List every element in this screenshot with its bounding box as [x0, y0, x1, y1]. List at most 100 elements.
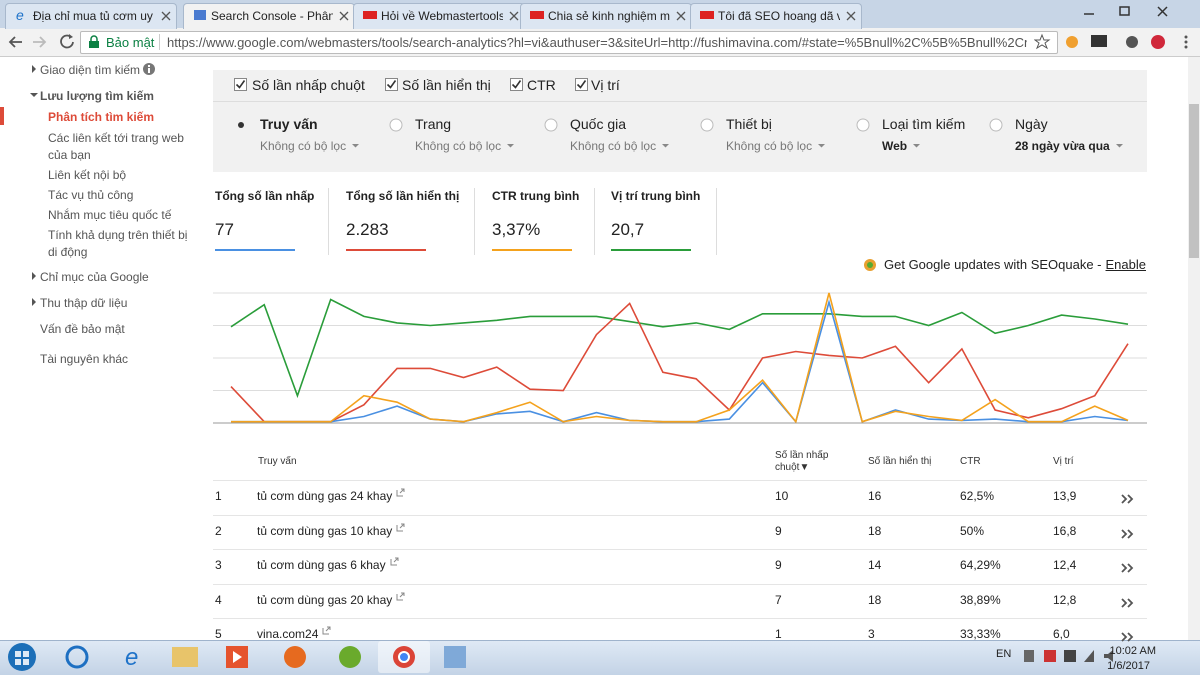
dimension-label[interactable]: Loại tìm kiếm: [882, 116, 966, 132]
tab-title[interactable]: Chia sẻ kinh nghiệm mơ: [548, 9, 670, 23]
row-expand: [1121, 563, 1134, 573]
nav-item[interactable]: Lưu lượng tìm kiếm: [40, 89, 154, 103]
card-value: 77: [215, 220, 234, 239]
taskbar-icons[interactable]: e: [0, 640, 480, 674]
table-header[interactable]: CTR: [960, 456, 981, 467]
extensions[interactable]: [1034, 33, 1200, 51]
dimension-label[interactable]: Truy vấn: [260, 116, 318, 132]
table-cell: 3: [215, 558, 222, 572]
tab-title[interactable]: Địa chỉ mua tủ cơm uy tí: [33, 9, 155, 23]
table-cell: 2: [215, 523, 222, 538]
external-link-icon: [322, 626, 331, 635]
table-cell: 18: [868, 592, 882, 607]
table-cell: 62,5%: [960, 489, 995, 503]
series-line: [230, 302, 1129, 423]
card-divider: [594, 188, 595, 255]
metric-label[interactable]: Số lần hiển thị: [402, 77, 491, 93]
nav-item[interactable]: Chỉ mục của Google: [40, 270, 149, 284]
nav-item[interactable]: Tài nguyên khác: [40, 352, 129, 366]
series-line: [231, 292, 1129, 424]
omnibox[interactable]: [80, 31, 1058, 54]
dimension-filter[interactable]: Web: [882, 139, 908, 153]
nav-item[interactable]: Thu thập dữ liệu: [40, 296, 128, 310]
lock-icon: [89, 35, 99, 48]
checkbox: [234, 78, 247, 91]
nav-item[interactable]: Liên kết nội bộ: [48, 168, 127, 182]
dimension-label[interactable]: Thiết bị: [726, 116, 772, 132]
metric-label[interactable]: Số lần nhấp chuột: [252, 77, 365, 93]
table-cell: 10: [775, 489, 789, 503]
table-header[interactable]: Số lần nhấp chuột▼: [775, 450, 829, 473]
dimension-filter[interactable]: Không có bộ lọc: [260, 139, 347, 153]
tab-title[interactable]: Search Console - Phân tí: [211, 9, 333, 23]
table-header[interactable]: Số lần hiển thị: [868, 456, 932, 467]
tab-title[interactable]: Tôi đã SEO hoang dã và: [718, 9, 840, 23]
table-cell: 50%: [960, 523, 985, 538]
table-cell: 14: [868, 558, 882, 572]
row-divider: [213, 480, 1147, 481]
query-text[interactable]: tủ cơm dùng gas 20 khay: [257, 592, 393, 607]
expand-icon: [32, 298, 36, 306]
tab-icon: e: [16, 8, 24, 22]
info-icon: [143, 63, 155, 75]
row-divider: [213, 618, 1147, 619]
card-divider: [328, 188, 329, 255]
dimension-filter[interactable]: Không có bộ lọc: [570, 139, 657, 153]
nav-item[interactable]: Tác vụ thủ công: [48, 188, 134, 202]
nav-buttons[interactable]: [0, 28, 90, 56]
seoquake-link[interactable]: Enable: [1105, 257, 1146, 272]
query-text[interactable]: tủ cơm dùng gas 24 khay: [257, 489, 393, 503]
dropdown-arrow: [662, 144, 670, 148]
clock-date: 1/6/2017: [1107, 660, 1150, 672]
row-expand: [1121, 632, 1134, 642]
nav-item[interactable]: Giao diện tìm kiếm: [40, 63, 141, 77]
external-link-icon: [396, 592, 405, 600]
tab[interactable]: [690, 3, 862, 29]
checkbox: [510, 78, 523, 91]
card-underline: [492, 249, 572, 251]
url[interactable]: https://www.google.com/webmasters/tools/…: [167, 35, 1027, 50]
nav-item[interactable]: Các liên kết tới trang web của bạn: [48, 131, 184, 162]
dimension-filter[interactable]: 28 ngày vừa qua: [1015, 139, 1110, 153]
metric-label[interactable]: Vị trí: [591, 77, 620, 93]
external-link-icon: [390, 557, 399, 566]
tab[interactable]: [5, 3, 177, 29]
query-text[interactable]: tủ cơm dùng gas 6 khay: [257, 558, 386, 572]
query-text[interactable]: vina.com24: [257, 627, 319, 641]
expand-icon: [30, 93, 38, 97]
scroll-thumb[interactable]: [1189, 104, 1199, 258]
card-label: Tổng số lần nhấp: [215, 189, 315, 203]
card-divider: [474, 188, 475, 255]
nav-item[interactable]: Phân tích tìm kiếm: [48, 110, 155, 124]
card-label: CTR trung bình: [492, 189, 580, 203]
external-link-icon: [396, 523, 405, 531]
query-text[interactable]: tủ cơm dùng gas 10 khay: [257, 523, 393, 538]
dimension-label[interactable]: Trang: [415, 116, 452, 132]
tab-close: [846, 11, 856, 21]
metric-label[interactable]: CTR: [527, 77, 556, 93]
tab[interactable]: [520, 3, 692, 29]
language-indicator: EN: [996, 648, 1012, 660]
table-cell: 64,29%: [960, 558, 1001, 572]
dimension-label[interactable]: Quốc gia: [570, 116, 627, 132]
tab[interactable]: [183, 3, 355, 29]
tab-title[interactable]: Hỏi về Webmastertools l: [381, 9, 503, 23]
checkbox: [575, 78, 588, 91]
tab[interactable]: [353, 3, 525, 29]
card-label: Vị trí trung bình: [611, 189, 701, 203]
table-cell: 18: [868, 523, 882, 538]
card-underline: [346, 249, 426, 251]
nav-item[interactable]: Nhắm mục tiêu quốc tế: [48, 208, 172, 222]
table-cell: 12,4: [1053, 558, 1077, 572]
nav-item[interactable]: Tính khả dụng trên thiết bị di động: [48, 228, 188, 259]
chart: [213, 292, 1147, 424]
dimension-filter[interactable]: Không có bộ lọc: [415, 139, 502, 153]
security-label: Bảo mật: [106, 35, 155, 50]
radio: [856, 118, 870, 132]
window-controls[interactable]: [1070, 0, 1200, 24]
nav-item[interactable]: Vấn đề bảo mật: [40, 322, 125, 336]
table-header[interactable]: Vị trí: [1053, 456, 1074, 467]
dimension-label[interactable]: Ngày: [1015, 116, 1048, 132]
dimension-filter[interactable]: Không có bộ lọc: [726, 139, 813, 153]
